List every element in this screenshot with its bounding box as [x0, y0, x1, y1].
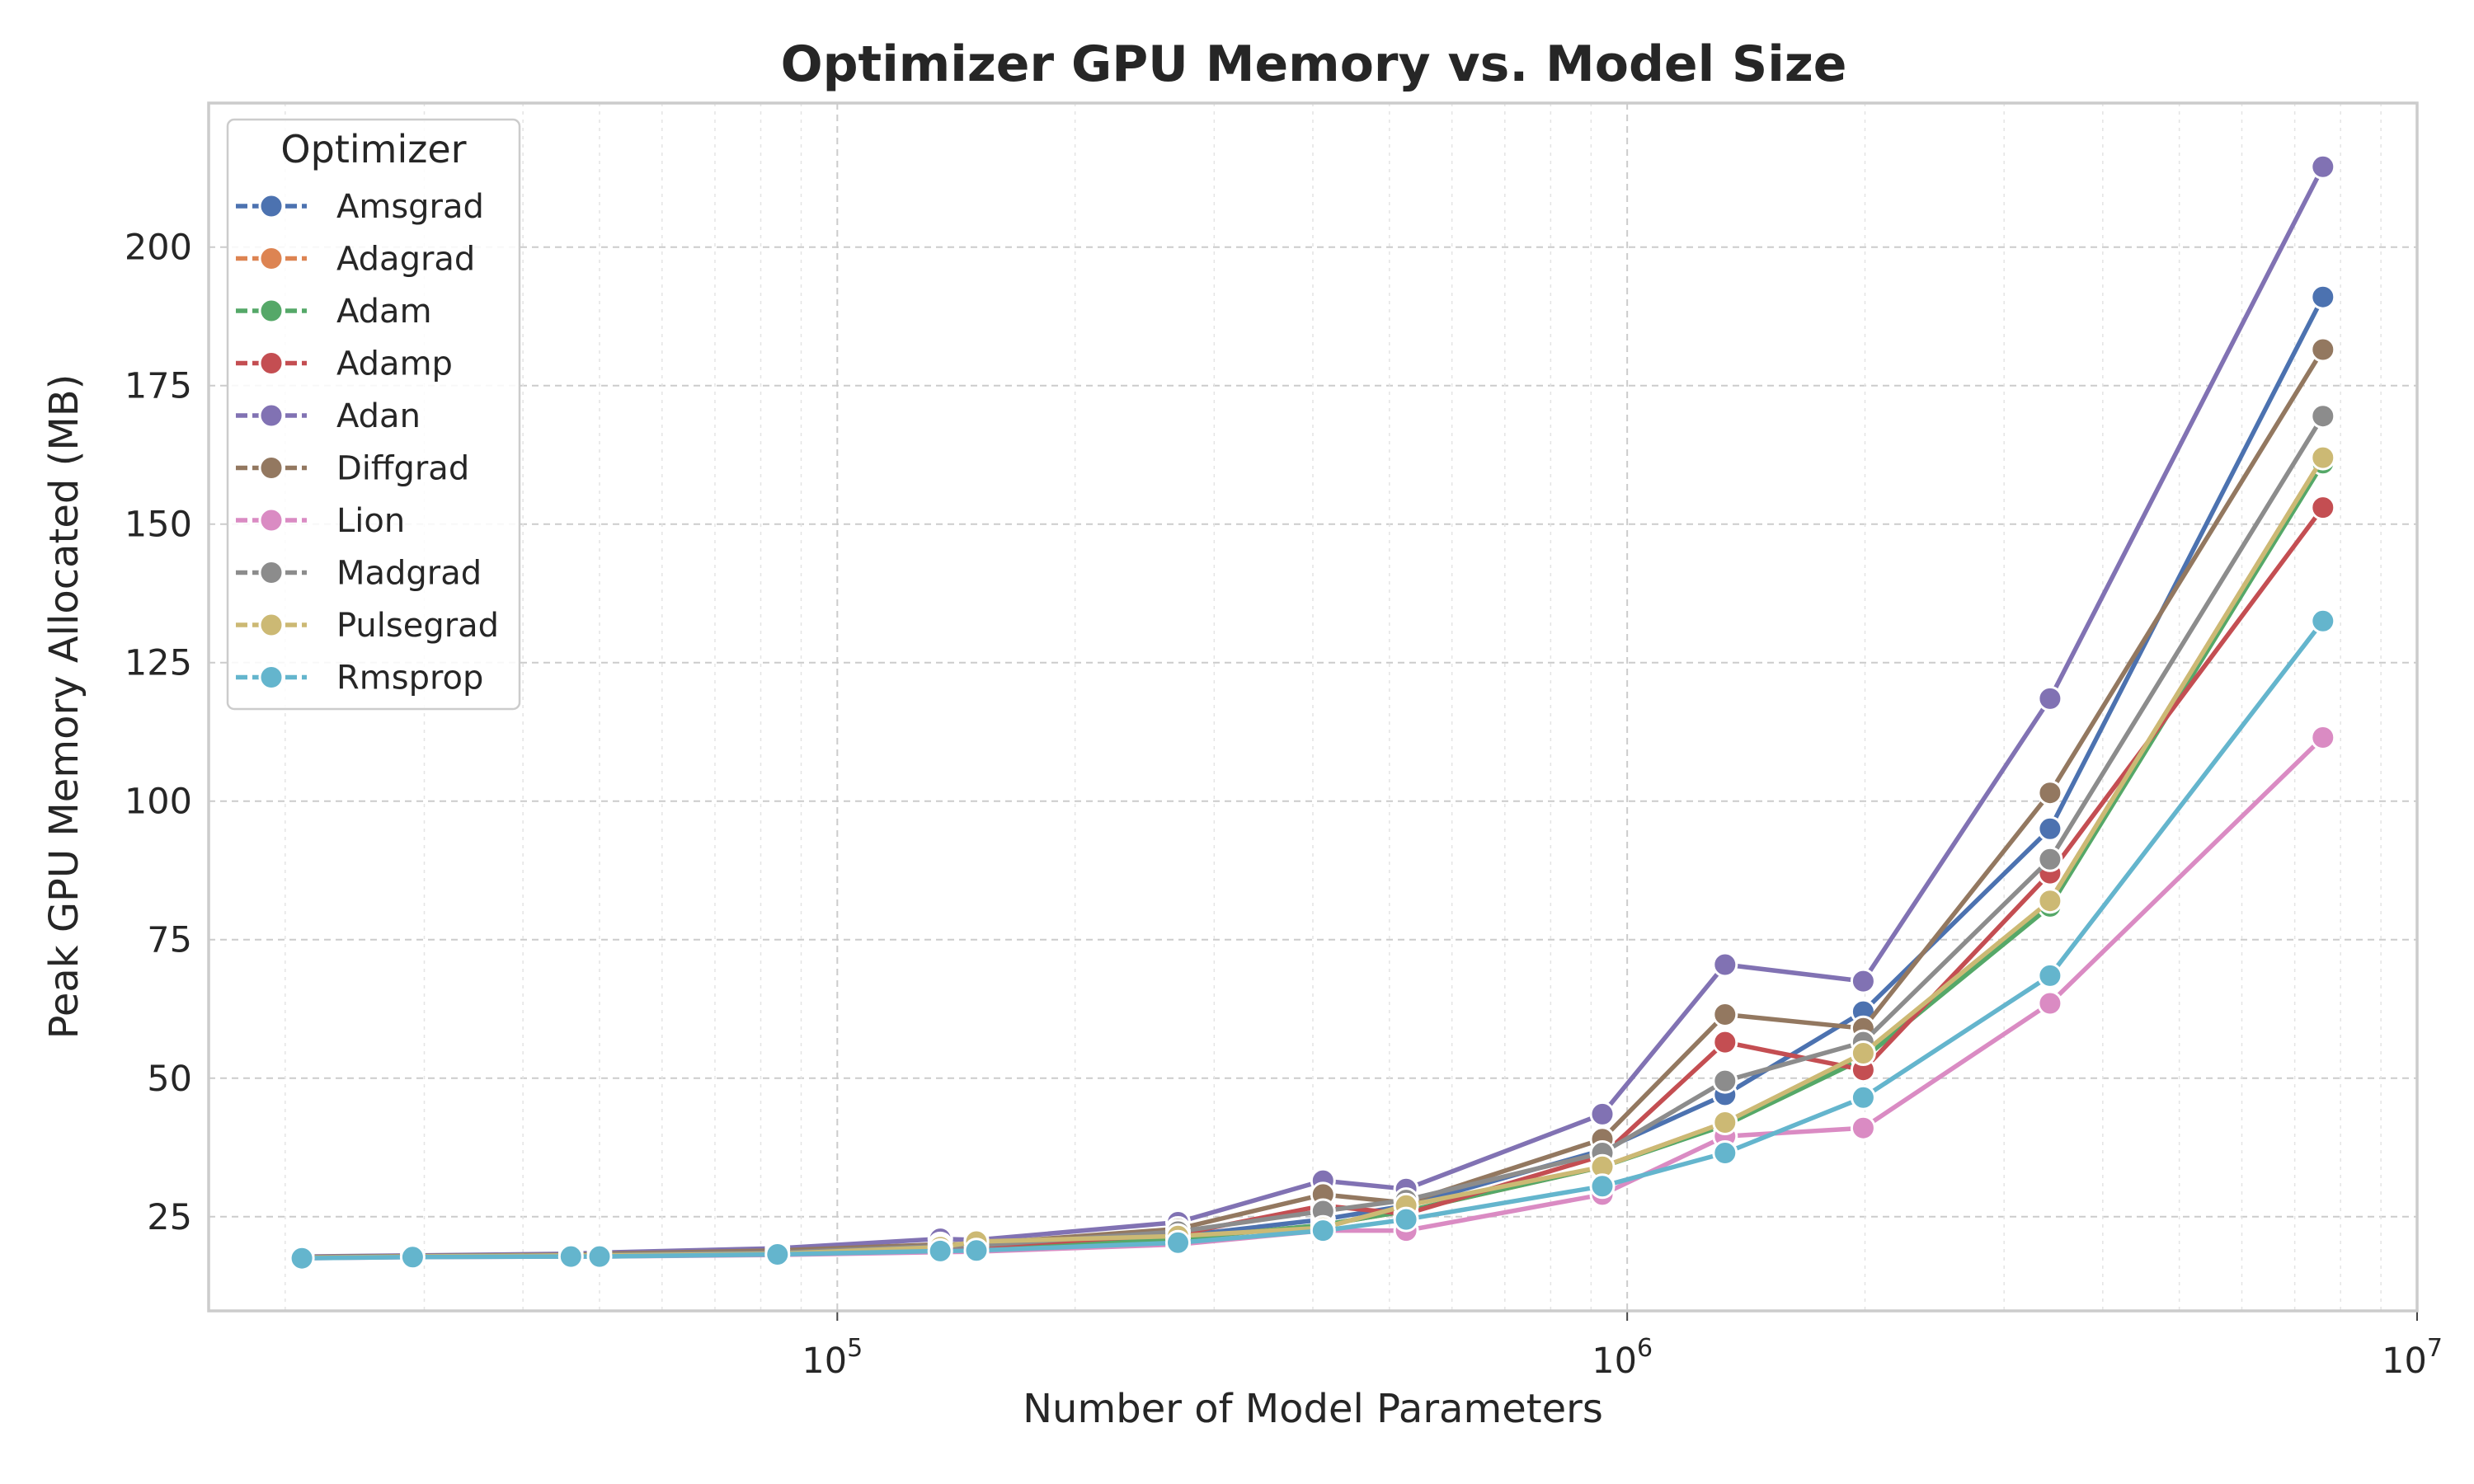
data-point [1712, 1029, 1738, 1055]
series-lines [289, 153, 2336, 1271]
data-point [1165, 1229, 1191, 1256]
data-point [1850, 1040, 1876, 1066]
y-tick-label: 25 [147, 1197, 192, 1238]
legend-label: Adam [336, 293, 432, 331]
legend-label: Adamp [336, 345, 453, 383]
y-tick-label: 75 [147, 920, 192, 961]
series-rmsprop [289, 608, 2336, 1271]
data-point [1850, 1084, 1876, 1111]
y-tick-label: 125 [125, 643, 192, 684]
data-point [1712, 1002, 1738, 1027]
legend-swatch-marker [258, 350, 285, 376]
data-point [1850, 968, 1876, 994]
data-point [927, 1237, 953, 1264]
legend-item: Amsgrad [236, 188, 484, 226]
data-point [399, 1244, 426, 1270]
data-point [2037, 685, 2063, 711]
y-tick-label: 50 [147, 1059, 192, 1100]
data-point [2037, 990, 2063, 1017]
y-tick-label: 150 [125, 505, 192, 546]
legend-label: Lion [336, 502, 405, 540]
legend-label: Pulsegrad [336, 607, 499, 645]
data-point [2037, 962, 2063, 989]
data-point [2310, 608, 2336, 634]
legend-swatch-marker [258, 298, 285, 324]
data-point [2037, 846, 2063, 872]
legend-title: Optimizer [280, 127, 466, 171]
y-tick-label: 200 [125, 228, 192, 269]
legend-box [226, 118, 521, 711]
legend-label: Diffgrad [336, 450, 469, 488]
legend-label: Madgrad [336, 555, 482, 593]
legend-item: Adam [236, 293, 432, 331]
data-point [1850, 1115, 1876, 1141]
data-point [963, 1237, 990, 1264]
data-point [289, 1245, 315, 1271]
legend-swatch-marker [258, 455, 285, 481]
legend: Optimizer Amsgrad Adagrad Adam Adamp Adan Dif… [226, 118, 521, 711]
legend-label: Adagrad [336, 241, 475, 279]
legend-swatch-marker [258, 560, 285, 585]
legend-swatch-marker [258, 193, 285, 219]
legend-label: Amsgrad [336, 188, 484, 226]
legend-swatch-marker [258, 665, 285, 690]
x-tick-exponent: 6 [1637, 1334, 1653, 1363]
data-point [1310, 1218, 1336, 1244]
x-tick-label: 107 [2382, 1334, 2443, 1382]
legend-item: Diffgrad [236, 450, 469, 488]
data-point [1393, 1206, 1419, 1233]
x-tick-base: 10 [2382, 1341, 2427, 1382]
data-point [2310, 403, 2336, 430]
data-point [1712, 951, 1738, 978]
legend-item: Lion [236, 502, 405, 540]
data-point [586, 1243, 613, 1270]
data-point [1712, 1068, 1738, 1094]
y-tick-label: 100 [125, 782, 192, 823]
data-point [1589, 1173, 1616, 1200]
x-axis-label: Number of Model Parameters [1023, 1386, 1603, 1432]
plot-frame [207, 101, 2419, 1313]
data-point [764, 1242, 791, 1267]
data-point [1712, 1140, 1738, 1166]
y-axis-label: Peak GPU Memory Allocated (MB) [41, 374, 87, 1040]
legend-item: Adagrad [236, 241, 475, 279]
legend-items: Amsgrad Adagrad Adam Adamp Adan Diffgrad Lion M… [236, 188, 499, 697]
x-tick-label: 106 [1592, 1334, 1653, 1382]
data-point [2310, 336, 2336, 363]
data-point [2310, 153, 2336, 180]
legend-item: Rmsprop [236, 660, 483, 697]
legend-label: Adan [336, 397, 421, 435]
legend-label: Rmsprop [336, 660, 483, 697]
legend-item: Adamp [236, 345, 453, 383]
data-point [2037, 815, 2063, 842]
data-point [2037, 780, 2063, 806]
y-tick-label: 175 [125, 366, 192, 407]
legend-swatch-marker [258, 612, 285, 638]
legend-swatch-marker [258, 246, 285, 271]
data-point [2037, 888, 2063, 914]
legend-item: Pulsegrad [236, 607, 499, 645]
x-tick-exponent: 5 [847, 1334, 863, 1363]
data-point [1589, 1101, 1616, 1127]
data-point [2310, 495, 2336, 521]
legend-item: Adan [236, 397, 421, 435]
legend-item: Madgrad [236, 555, 482, 593]
x-tick-base: 10 [1592, 1341, 1637, 1382]
chart-title: Optimizer GPU Memory vs. Model Size [781, 35, 1847, 93]
data-point [2310, 284, 2336, 310]
x-tick-exponent: 7 [2427, 1334, 2443, 1363]
x-tick-base: 10 [802, 1341, 847, 1382]
data-point [557, 1243, 584, 1270]
x-tick-label: 105 [802, 1334, 863, 1382]
data-point [2310, 444, 2336, 471]
data-point [2310, 725, 2336, 750]
legend-swatch-marker [258, 507, 285, 533]
data-point [1712, 1110, 1738, 1135]
legend-swatch-marker [258, 402, 285, 429]
